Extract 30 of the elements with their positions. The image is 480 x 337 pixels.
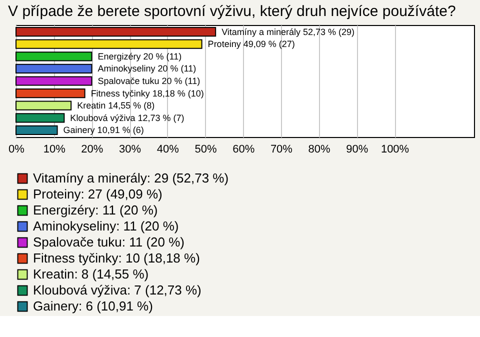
x-tick-label: 60% bbox=[232, 144, 255, 156]
x-tick-label: 30% bbox=[119, 144, 142, 156]
text: Gainery 10,91 % (6) bbox=[63, 125, 144, 136]
legend-label: Energizéry: 11 (20 %) bbox=[33, 202, 158, 218]
text: Vitamíny a minerály 52,73 % (29) bbox=[222, 26, 354, 37]
legend-label: Proteiny: 27 (49,09 %) bbox=[33, 186, 162, 202]
x-tick-label: 80% bbox=[308, 144, 331, 156]
text: Spalovače tuku 20 % (11) bbox=[98, 76, 200, 86]
legend-label: Aminokyseliny: 11 (20 %) bbox=[33, 218, 179, 234]
x-tick-label: 40% bbox=[156, 144, 180, 156]
legend-label: Gainery: 6 (10,91 %) bbox=[33, 298, 153, 314]
x-tick-label: 70% bbox=[270, 144, 293, 156]
text: Energizéry 20 % (11) bbox=[98, 51, 182, 62]
legend-label: Spalovače tuku: 11 (20 %) bbox=[33, 234, 185, 250]
text: Fitness tyčinky 18,18 % (10) bbox=[90, 88, 204, 98]
x-tick-label: 20% bbox=[81, 144, 104, 156]
legend-label: Fitness tyčinky: 10 (18,18 %) bbox=[33, 250, 200, 266]
x-tick-label: 10% bbox=[43, 144, 66, 156]
legend-label: Kloubová výživa: 7 (12,73 %) bbox=[33, 282, 202, 298]
legend-label: Vitamíny a minerály: 29 (52,73 %) bbox=[33, 170, 229, 186]
x-tick-label: 0% bbox=[8, 144, 25, 156]
text: Kloubová výživa 12,73 % (7) bbox=[70, 112, 184, 123]
legend-label: Kreatin: 8 (14,55 %) bbox=[33, 266, 149, 282]
text: Proteiny 49,09 % (27) bbox=[208, 39, 295, 50]
text: Kreatin 14,55 % (8) bbox=[77, 100, 155, 111]
x-tick-label: 50% bbox=[194, 144, 217, 156]
chart-title: V případe že berete sportovní výživu, který druh nejvíce používáte? bbox=[8, 3, 456, 20]
x-tick-label: 100% bbox=[380, 144, 410, 156]
text: Aminokyseliny 20 % (11) bbox=[98, 64, 196, 74]
x-tick-label: 90% bbox=[346, 144, 368, 156]
